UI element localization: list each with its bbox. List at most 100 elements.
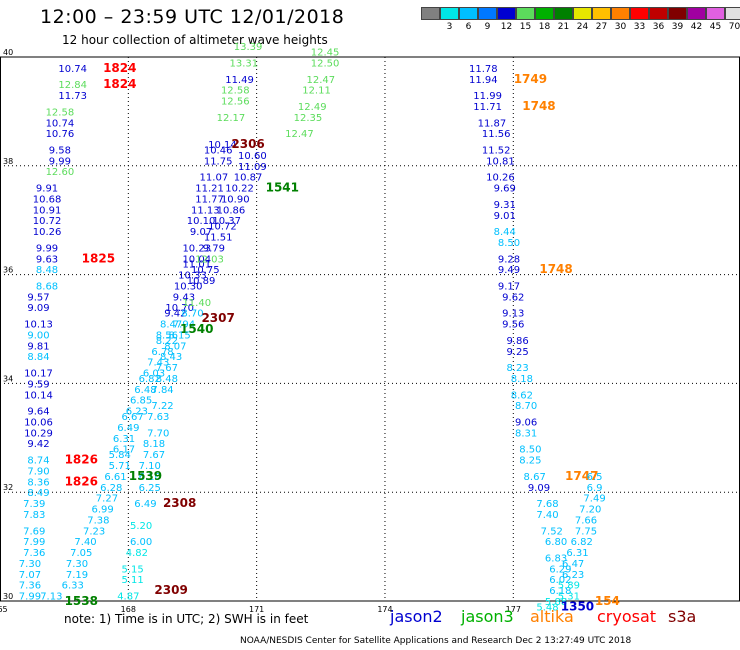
wave-height-label: 8.50: [498, 238, 520, 249]
wave-height-label: 6.10: [139, 472, 161, 483]
wave-height-label: 8.50: [519, 445, 541, 456]
wave-height-label: 9.57: [27, 292, 49, 303]
credit-footer: NOAA/NESDIS Center for Satellite Applica…: [240, 636, 632, 646]
wave-height-label: 6.31: [113, 434, 135, 445]
wave-height-label: 6.33: [62, 581, 84, 592]
wave-height-label: 10.76: [46, 129, 75, 140]
pass-time-label: 1539: [129, 469, 162, 483]
wave-height-label: 11.07: [200, 173, 229, 184]
wave-height-label: 7.40: [74, 537, 96, 548]
wave-height-label: 7.68: [536, 499, 558, 510]
wave-height-label: 6.83: [545, 553, 567, 564]
wave-height-label: 7.36: [19, 581, 41, 592]
pass-time-label: 2307: [201, 311, 234, 325]
pass-time-label: 1826: [65, 453, 98, 467]
wave-height-label: 5.88: [545, 597, 567, 608]
wave-height-label: 6.02: [549, 575, 571, 586]
wave-height-label: 7.13: [40, 592, 62, 603]
wave-height-label: 7.30: [19, 559, 41, 570]
color-swatch: [687, 7, 706, 20]
wave-height-label: 6.9: [587, 483, 603, 494]
wave-height-label: 8.22: [156, 336, 178, 347]
wave-height-label: 9.91: [36, 184, 58, 195]
pass-time-label: 1350: [561, 599, 594, 613]
color-scale-label: 9: [484, 22, 491, 32]
wave-height-label: 8.56: [156, 330, 178, 341]
latitude-tick-label: 40: [3, 48, 13, 57]
wave-height-label: 7.49: [583, 494, 605, 505]
wave-height-label: 8.48: [156, 374, 178, 385]
legend-item-jason3: jason3: [461, 607, 514, 626]
wave-height-label: 9.86: [506, 336, 528, 347]
wave-height-label: 12.35: [294, 113, 323, 124]
wave-height-label: 7.10: [139, 461, 161, 472]
legend-item-cryosat: cryosat: [597, 607, 657, 626]
wave-height-label: 8.70: [515, 401, 537, 412]
wave-height-label: 7.07: [19, 570, 41, 581]
wave-height-label: 11.94: [469, 75, 498, 86]
pass-time-label: 1749: [514, 72, 547, 86]
wave-height-label: 8.44: [494, 227, 516, 238]
wave-height-label: 10.13: [24, 320, 53, 331]
wave-height-label: 6.31: [566, 548, 588, 559]
wave-height-label: 6.00: [130, 537, 152, 548]
wave-height-label: 9.99: [36, 243, 58, 254]
page-subtitle: 12 hour collection of altimeter wave hei…: [62, 33, 328, 47]
wave-height-label: 10.23: [182, 243, 211, 254]
wave-height-label: 6.23: [126, 407, 148, 418]
color-swatch: [630, 7, 649, 20]
wave-height-label: 6.78: [151, 347, 173, 358]
pass-time-label: 1824: [103, 77, 136, 91]
color-scale-label: 15: [519, 22, 532, 32]
wave-height-label: 6.28: [100, 483, 122, 494]
color-scale-label: 36: [652, 22, 665, 32]
wave-height-label: 10.14: [24, 390, 53, 401]
wave-height-label: 11.77: [195, 194, 224, 205]
wave-height-label: 6.18: [549, 586, 571, 597]
wave-height-label: 12.60: [46, 167, 75, 178]
wave-height-label: 7.39: [23, 499, 45, 510]
pass-time-label: 1541: [266, 181, 299, 195]
pass-time-label: 2308: [163, 496, 196, 510]
wave-height-label: 10.33: [178, 271, 207, 282]
color-scale-label: 24: [576, 22, 589, 32]
color-swatch: [478, 7, 497, 20]
wave-height-label: 4.82: [126, 548, 148, 559]
wave-height-label: 11.56: [482, 129, 511, 140]
wave-height-label: 8.25: [519, 456, 541, 467]
wave-height-label: 12.58: [46, 107, 75, 118]
wave-height-label: 10.72: [33, 216, 62, 227]
wave-height-label: 10.81: [486, 156, 515, 167]
color-scale-label: 39: [671, 22, 684, 32]
wave-height-label: 7.27: [96, 494, 118, 505]
color-swatch: [554, 7, 573, 20]
wave-height-label: 10.75: [191, 265, 220, 276]
wave-height-label: 5.48: [536, 602, 558, 613]
latitude-tick-label: 38: [3, 157, 13, 166]
wave-height-label: 7.90: [27, 466, 49, 477]
wave-height-label: 12.58: [221, 86, 250, 97]
wave-height-label: 12.49: [298, 102, 327, 113]
wave-height-label: 10.46: [204, 145, 233, 156]
wave-height-label: 7.99: [23, 537, 45, 548]
wave-height-label: 11.40: [182, 298, 211, 309]
wave-height-label: 9.13: [502, 309, 524, 320]
wave-height-label: 11.51: [204, 233, 233, 244]
wave-height-label: 10.17: [24, 369, 53, 380]
wave-height-label: 10.90: [221, 194, 250, 205]
wave-height-label: 12.03: [195, 254, 224, 265]
wave-height-label: 8.18: [143, 439, 165, 450]
wave-height-label: 12.47: [306, 75, 335, 86]
wave-height-label: 9.31: [494, 200, 516, 211]
wave-height-label: 9.49: [498, 265, 520, 276]
color-swatch: [611, 7, 630, 20]
wave-height-label: 5.71: [109, 461, 131, 472]
wave-height-label: 11.13: [191, 205, 220, 216]
pass-time-label: 2306: [231, 137, 264, 151]
wave-height-label: 6.5: [587, 472, 603, 483]
color-swatch: [649, 7, 668, 20]
latitude-tick-label: 34: [3, 374, 13, 383]
wave-height-label: 6.61: [104, 472, 126, 483]
